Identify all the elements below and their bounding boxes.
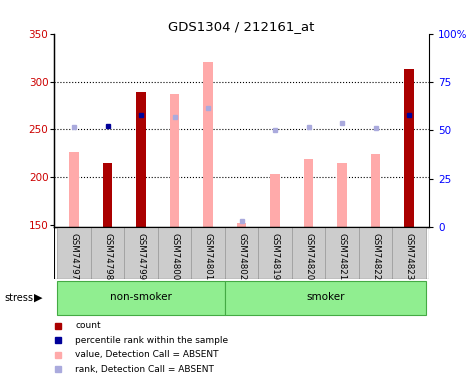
Bar xyxy=(270,174,280,227)
Text: GSM74822: GSM74822 xyxy=(371,233,380,280)
Text: GSM74800: GSM74800 xyxy=(170,233,179,280)
Bar xyxy=(124,227,158,279)
Bar xyxy=(325,227,359,279)
Text: GSM74820: GSM74820 xyxy=(304,233,313,280)
Bar xyxy=(170,94,179,227)
Bar xyxy=(237,223,246,227)
Text: stress: stress xyxy=(5,293,34,303)
Text: smoker: smoker xyxy=(306,292,345,302)
Text: GSM74799: GSM74799 xyxy=(136,233,145,280)
Text: GSM74802: GSM74802 xyxy=(237,233,246,280)
Bar xyxy=(103,163,112,227)
Bar xyxy=(191,227,225,279)
Text: percentile rank within the sample: percentile rank within the sample xyxy=(75,336,228,345)
Bar xyxy=(225,281,426,315)
Bar xyxy=(337,163,347,227)
Text: GSM74821: GSM74821 xyxy=(338,233,347,280)
Text: GSM74798: GSM74798 xyxy=(103,233,112,280)
Text: GSM74801: GSM74801 xyxy=(204,233,212,280)
Text: GSM74797: GSM74797 xyxy=(69,233,78,280)
Bar xyxy=(258,227,292,279)
Bar xyxy=(91,227,124,279)
Bar xyxy=(392,227,426,279)
Bar xyxy=(404,69,414,227)
Bar xyxy=(69,152,79,227)
Text: GSM74819: GSM74819 xyxy=(271,233,280,280)
Bar xyxy=(57,227,91,279)
Bar xyxy=(136,92,146,227)
Bar xyxy=(57,281,225,315)
Text: rank, Detection Call = ABSENT: rank, Detection Call = ABSENT xyxy=(75,365,214,374)
Bar xyxy=(204,62,213,227)
Text: non-smoker: non-smoker xyxy=(110,292,172,302)
Bar xyxy=(225,227,258,279)
Text: ▶: ▶ xyxy=(34,293,42,303)
Bar xyxy=(359,227,392,279)
Title: GDS1304 / 212161_at: GDS1304 / 212161_at xyxy=(168,20,315,33)
Text: count: count xyxy=(75,321,101,330)
Bar xyxy=(292,227,325,279)
Bar xyxy=(158,227,191,279)
Text: value, Detection Call = ABSENT: value, Detection Call = ABSENT xyxy=(75,350,219,359)
Text: GSM74823: GSM74823 xyxy=(405,233,414,280)
Bar xyxy=(371,154,380,227)
Bar xyxy=(304,159,313,227)
